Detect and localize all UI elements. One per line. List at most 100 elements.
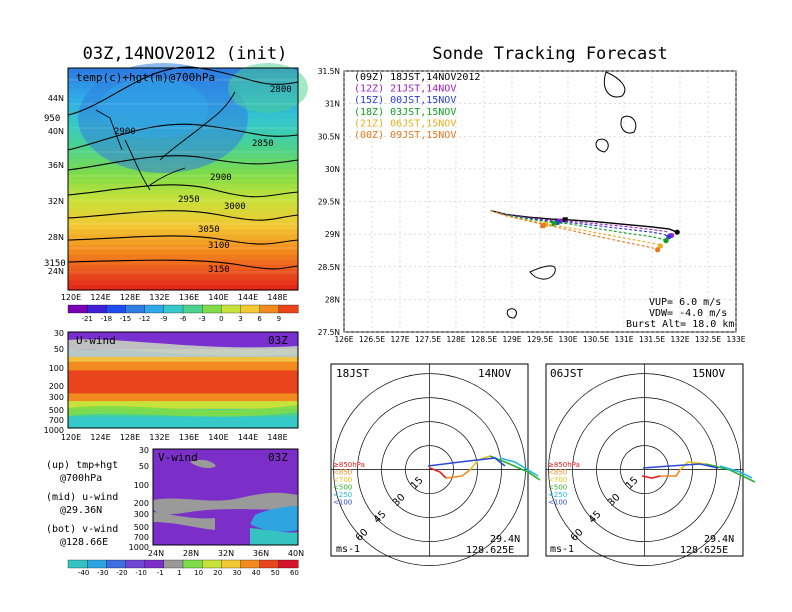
temperature-band — [68, 259, 298, 266]
u-wind-band — [68, 393, 298, 402]
y-tick-label: 27.5N — [318, 328, 340, 337]
y-tick-label: 29N — [325, 230, 340, 239]
island-outline — [506, 308, 517, 319]
colorbar-label: 60 — [290, 569, 299, 577]
track-line — [490, 210, 672, 236]
u-wind-band — [68, 405, 298, 417]
hodo-trace — [660, 469, 681, 477]
hodo-level-label: <700 — [333, 476, 352, 484]
v-panel-frame — [152, 448, 299, 546]
colorbar-cell — [87, 304, 107, 314]
pressure-tick-label: 1000 — [44, 426, 64, 435]
temperature-band — [68, 199, 298, 205]
note-line: @128.66E — [60, 537, 109, 548]
pressure-tick-label: 100 — [49, 364, 64, 373]
colorbar-label: -6 — [180, 315, 188, 323]
hodo-right-time: 06JST — [550, 367, 584, 380]
colorbar-label: 10 — [194, 569, 203, 577]
lon-tick-label: 136E — [179, 293, 199, 302]
hodo-level-label: <100 — [333, 499, 352, 507]
colorbar-label: -21 — [81, 315, 92, 323]
pressure-tick-label: 200 — [134, 499, 149, 508]
x-tick-label: 131.5E — [639, 335, 665, 344]
hodo-left-lat: 29.4N — [490, 534, 521, 545]
u-wind-band — [68, 416, 298, 429]
lat-tick-label: 32N — [218, 549, 234, 558]
contour-label: 2900 — [210, 173, 232, 183]
temperature-band — [68, 219, 298, 226]
hodo-ring — [381, 421, 478, 518]
note-line: @29.36N — [60, 505, 103, 516]
contour-label: 3150 — [44, 259, 66, 269]
colorbar-cell — [125, 304, 146, 314]
colorbar-label: -12 — [139, 315, 150, 323]
burst-point — [540, 223, 546, 229]
hodo-right-date: 15NOV — [692, 367, 726, 380]
note-line: (mid) u-wind — [46, 492, 119, 503]
pressure-tick-label: 500 — [134, 523, 149, 532]
warm-pocket — [228, 63, 308, 113]
temperature-band — [68, 264, 298, 271]
temperature-band — [68, 179, 298, 185]
temperature-band — [68, 194, 298, 200]
contour-label: 3050 — [198, 225, 220, 235]
hodo-trace — [719, 465, 753, 479]
lon-tick-label: 136E — [179, 433, 199, 442]
temperature-band — [68, 189, 298, 195]
colorbar-cell — [67, 304, 88, 314]
v-wind-zone — [190, 459, 216, 469]
landing-point — [674, 229, 680, 235]
lat-tick-label: 40N — [288, 549, 304, 558]
lon-tick-label: 120E — [61, 293, 81, 302]
left-title: 03Z,14NOV2012 (init) — [82, 44, 288, 64]
hodo-level-label: <250 — [548, 491, 567, 499]
contour-label: 2800 — [270, 85, 292, 95]
colorbar-label: 3 — [238, 315, 242, 323]
colorbar-label: 1 — [177, 569, 181, 577]
colorbar-label: 40 — [252, 569, 261, 577]
v-panel-time: 03Z — [268, 451, 288, 464]
colorbar-cell — [144, 304, 165, 314]
colorbar-cell — [67, 559, 88, 569]
temperature-band — [68, 224, 298, 231]
cold-pocket — [98, 78, 208, 138]
hodo-ring — [596, 421, 693, 518]
top-map-label: temp(c)+hgt(m)@700hPa — [76, 71, 216, 84]
temperature-band — [68, 279, 298, 286]
lat-tick-label: 32N — [48, 197, 64, 206]
lon-tick-label: 120E — [61, 433, 81, 442]
hodo-trace — [642, 463, 719, 469]
track-info: VDW= -4.0 m/s — [649, 308, 728, 319]
hodo-level-label: <500 — [548, 484, 567, 492]
hodo-level-label: <100 — [548, 499, 567, 507]
pressure-tick-label: 50 — [54, 345, 64, 354]
pressure-tick-label: 50 — [139, 462, 149, 471]
hodo-level-label: <250 — [333, 491, 352, 499]
x-tick-label: 126.5E — [359, 335, 385, 344]
temperature-band — [68, 254, 298, 261]
hodo-level-label: <850 — [333, 469, 352, 477]
landing-point — [655, 247, 661, 253]
track-line — [490, 210, 667, 242]
x-tick-label: 128.5E — [471, 335, 497, 344]
colorbar-cell — [163, 304, 184, 314]
pressure-tick-label: 200 — [49, 382, 64, 391]
colorbar-cell — [182, 304, 203, 314]
colorbar-cell — [144, 559, 165, 569]
pressure-tick-label: 1000 — [129, 543, 149, 552]
contour-label: 2900 — [114, 127, 136, 137]
u-panel-label: U-wind — [76, 334, 116, 347]
x-tick-label: 131E — [614, 335, 633, 344]
x-tick-label: 128E — [446, 335, 465, 344]
v-wind-zone — [250, 528, 298, 545]
lon-tick-label: 140E — [208, 293, 228, 302]
hodo-left-date: 14NOV — [478, 367, 512, 380]
note-line: @700hPa — [60, 473, 103, 484]
burst-point — [543, 221, 549, 227]
temperature-band — [68, 184, 298, 190]
colorbar-cell — [278, 559, 299, 569]
contour-label: 3000 — [224, 202, 246, 212]
u-wind-band — [68, 370, 298, 387]
y-tick-label: 28N — [325, 295, 340, 304]
colorbar-cell — [163, 559, 184, 569]
